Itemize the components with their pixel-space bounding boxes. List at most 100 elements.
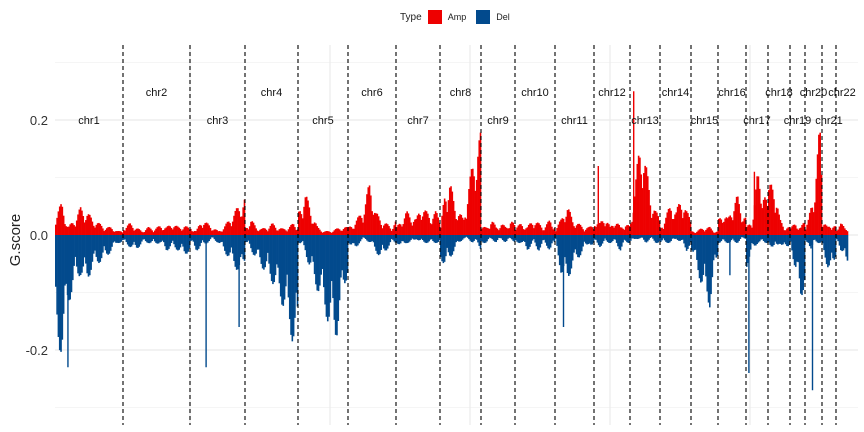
amp-bar [324,231,326,235]
amp-bar [359,215,362,235]
amp-bar [104,229,107,235]
amp-bar [825,225,828,235]
amp-bar [396,227,398,235]
amp-bar [661,227,663,235]
del-bar [509,235,512,239]
amp-bar [503,225,505,235]
del-bar [456,235,459,241]
amp-bar [526,227,529,235]
amp-bar [484,227,487,235]
del-bar [780,235,783,245]
del-bar [324,235,326,305]
amp-bar [195,231,197,235]
amp-bar [530,223,533,235]
amp-bar [667,208,670,235]
del-bar [173,235,175,245]
del-bar [91,235,94,262]
amp-bar [222,229,225,235]
amp-bar [805,229,807,235]
del-bar [396,235,398,243]
amp-bar [720,219,723,235]
del-bar [263,235,265,270]
amp-bar [406,211,408,235]
del-bar [68,235,70,301]
del-bar [631,235,633,239]
del-bar [353,235,355,244]
amp-bar [214,229,217,235]
del-bar [787,235,790,247]
del-bar [606,235,609,242]
amp-bar [640,174,643,235]
del-bar [675,235,678,239]
amp-bar [617,223,619,235]
amp-bar [806,224,808,235]
del-bar [539,235,542,248]
amp-bar [621,227,623,235]
amp-bar [507,228,509,235]
del-bar [448,235,451,256]
amp-bar [353,228,355,235]
del-bar [332,235,334,299]
chromosome-label: chr20 [800,87,828,99]
amp-bar [368,185,371,235]
del-bar [434,235,437,244]
del-bar [784,235,787,245]
amp-bar [159,226,161,235]
del-bar [415,235,418,240]
chromosome-label: chr19 [784,115,812,127]
del-bar [564,235,566,258]
amp-bar [135,228,138,235]
amp-bar [255,228,257,235]
amp-bar [608,224,610,235]
del-bar [333,235,336,320]
del-bar [357,235,359,246]
del-bar [623,235,626,240]
amp-bar [292,224,295,235]
del-bar [326,235,329,322]
del-bar [87,235,90,277]
del-bar [209,235,212,240]
del-bar [281,235,283,305]
del-bar [427,235,429,243]
amp-bar [212,230,214,235]
amp-bar [276,230,278,235]
del-bar [724,235,726,242]
del-bar [613,235,615,240]
del-bar [162,235,165,243]
del-bar [174,235,177,248]
del-bar [311,235,313,257]
del-bar [609,235,612,244]
del-bar [210,235,213,238]
del-bar [214,235,217,241]
amp-bar [96,223,99,235]
amp-bar [156,227,159,235]
del-bar [474,235,477,240]
chromosome-label: chr4 [261,87,282,99]
amp-bar [561,218,564,235]
del-bar [436,235,438,243]
amp-bar [581,226,583,235]
del-bar [777,235,779,245]
del-bar [138,235,141,247]
del-bar [375,235,377,251]
del-bar [254,235,256,256]
amp-bar [89,214,91,235]
amp-bar [412,221,415,235]
amp-bar [614,225,617,235]
del-bar [107,235,109,255]
amp-bar [505,227,508,235]
amp-bar [669,208,671,235]
del-bar [660,235,662,242]
del-bar [685,235,688,251]
del-bar [549,235,552,248]
amp-bar [807,219,810,235]
amp-bar [578,223,580,235]
amp-bar [605,223,608,235]
amp-bar [662,228,665,235]
del-bar [450,235,452,257]
amp-bar [268,228,270,235]
del-bar [290,235,292,335]
peak-bar [238,235,240,327]
amp-bar [392,228,394,235]
amp-bar [751,227,753,235]
